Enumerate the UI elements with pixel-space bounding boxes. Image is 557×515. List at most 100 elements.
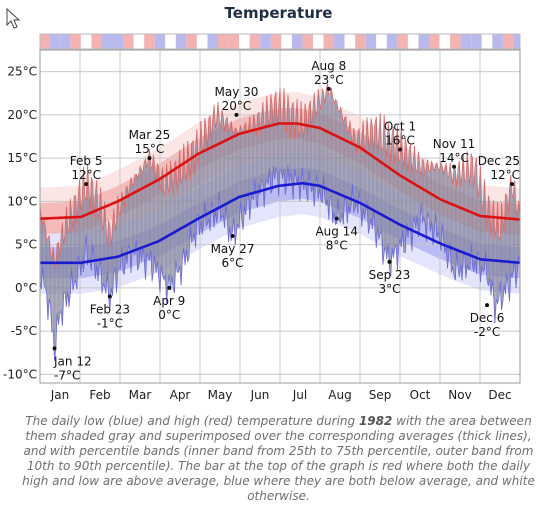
annotation-dot [147, 156, 152, 161]
x-tick-label: Nov [448, 388, 471, 402]
x-tick-label: Jul [292, 388, 307, 402]
annotation-dot [387, 259, 392, 264]
caption-part-2: with the area between them shaded gray a… [22, 414, 535, 503]
annotation-value: 23°C [314, 73, 344, 87]
anomaly-segment [196, 34, 208, 49]
y-tick-label: -10°C [3, 367, 37, 381]
anomaly-segment [260, 34, 271, 49]
x-tick-label: Mar [129, 388, 152, 402]
anomaly-segment [365, 34, 377, 49]
annotation-date: Mar 25 [129, 128, 171, 142]
anomaly-segment [59, 34, 71, 49]
annotation-value: 16°C [385, 133, 415, 147]
anomaly-segment [386, 34, 398, 49]
annotation-value: 0°C [158, 308, 180, 322]
anomaly-segment [80, 34, 92, 49]
annotation-date: Jan 12 [53, 354, 92, 368]
y-tick-label: 15°C [7, 151, 37, 165]
annotation-dot [398, 147, 402, 152]
annotation-dot [334, 216, 339, 221]
annotation-dot [510, 182, 515, 187]
anomaly-segment [175, 34, 187, 49]
anomaly-segment [239, 34, 250, 49]
x-tick-label: Dec [488, 388, 511, 402]
anomaly-segment [407, 34, 419, 49]
anomaly-segment [91, 34, 102, 49]
daily-range [39, 83, 521, 361]
annotation-date: Oct 1 [384, 119, 416, 133]
anomaly-segment [49, 34, 60, 49]
anomaly-segment [281, 34, 292, 49]
annotation-value: 20°C [222, 99, 252, 113]
y-tick-label: 5°C [15, 238, 37, 252]
anomaly-segment [355, 34, 366, 49]
average-high-line [39, 122, 521, 221]
anomaly-segment [502, 34, 514, 49]
caption-year: 1982 [358, 414, 393, 428]
anomaly-segment [344, 34, 356, 49]
anomaly-segment [291, 34, 303, 49]
annotation-value: -1°C [97, 317, 123, 331]
y-axis-labels: 25°C 20°C 15°C 10°C 5°C 0°C -5°C -10°C [3, 65, 37, 382]
anomaly-segment [418, 34, 430, 49]
x-tick-label: Apr [170, 388, 191, 402]
anomaly-segment [397, 34, 408, 49]
anomaly-segment [270, 34, 282, 49]
annotation-dot [107, 294, 112, 299]
annotation-dot [84, 182, 89, 187]
y-tick-label: 20°C [7, 108, 37, 122]
annotation-value: 3°C [378, 282, 400, 296]
annotation-date: Nov 11 [433, 137, 476, 151]
chart-title: Temperature [224, 4, 333, 22]
annotation-dot [167, 285, 172, 290]
anomaly-segment [218, 34, 229, 49]
annotation-dot [485, 303, 490, 308]
anomaly-segment [186, 34, 197, 49]
x-tick-label: Jun [250, 388, 270, 402]
annotation-date: Dec 25 [478, 154, 520, 168]
annotation-dot [452, 164, 457, 169]
annotation-date: Apr 9 [153, 294, 185, 308]
anomaly-segment [492, 34, 503, 49]
plot-frame [39, 49, 521, 384]
anomaly-segment [228, 34, 240, 49]
x-tick-label: May [208, 388, 233, 402]
anomaly-segment [144, 34, 155, 49]
anomaly-segment [471, 34, 482, 49]
annotation-value: 14°C [439, 151, 469, 165]
annotation-value: -7°C [54, 368, 80, 382]
y-tick-label: 25°C [7, 65, 37, 79]
plot-border [39, 49, 521, 384]
anomaly-bar-border [39, 33, 521, 50]
x-tick-label: Aug [328, 388, 351, 402]
temperature-chart: 25°C 20°C 15°C 10°C 5°C 0°C -5°C -10°C Jan Feb Ma… [3, 33, 521, 402]
annotation-date: Aug 8 [311, 59, 346, 73]
annotation-dot [326, 86, 331, 91]
anomaly-segment [101, 34, 113, 49]
x-tick-label: Oct [410, 388, 431, 402]
anomaly-segment [429, 34, 440, 49]
annotation-date: Feb 5 [70, 154, 103, 168]
x-tick-label: Feb [89, 388, 110, 402]
average-lines [39, 122, 521, 265]
x-tick-label: Sep [369, 388, 392, 402]
annotation-date: Feb 23 [90, 303, 130, 317]
anomaly-segment [312, 34, 324, 49]
average-low-line [40, 181, 521, 265]
anomaly-segment [70, 34, 81, 49]
y-tick-label: 0°C [15, 281, 37, 295]
annotation-value: 12°C [71, 168, 101, 182]
anomaly-segment [513, 34, 520, 49]
annotation-value: 12°C [490, 168, 520, 182]
anomaly-segment [40, 34, 50, 49]
anomaly-segment [302, 34, 313, 49]
caption-part-1: The daily low (blue) and high (red) temp… [25, 414, 359, 428]
anomaly-segment [133, 34, 145, 49]
x-axis-labels: Jan Feb Mar Apr May Jun Jul Aug Sep Oct Nov Dec [50, 388, 512, 402]
annotation-value: 8°C [326, 239, 348, 253]
y-tick-label: -5°C [11, 324, 37, 338]
annotation-value: 6°C [222, 256, 244, 270]
annotation-dot [230, 233, 235, 238]
anomaly-segment [323, 34, 335, 49]
